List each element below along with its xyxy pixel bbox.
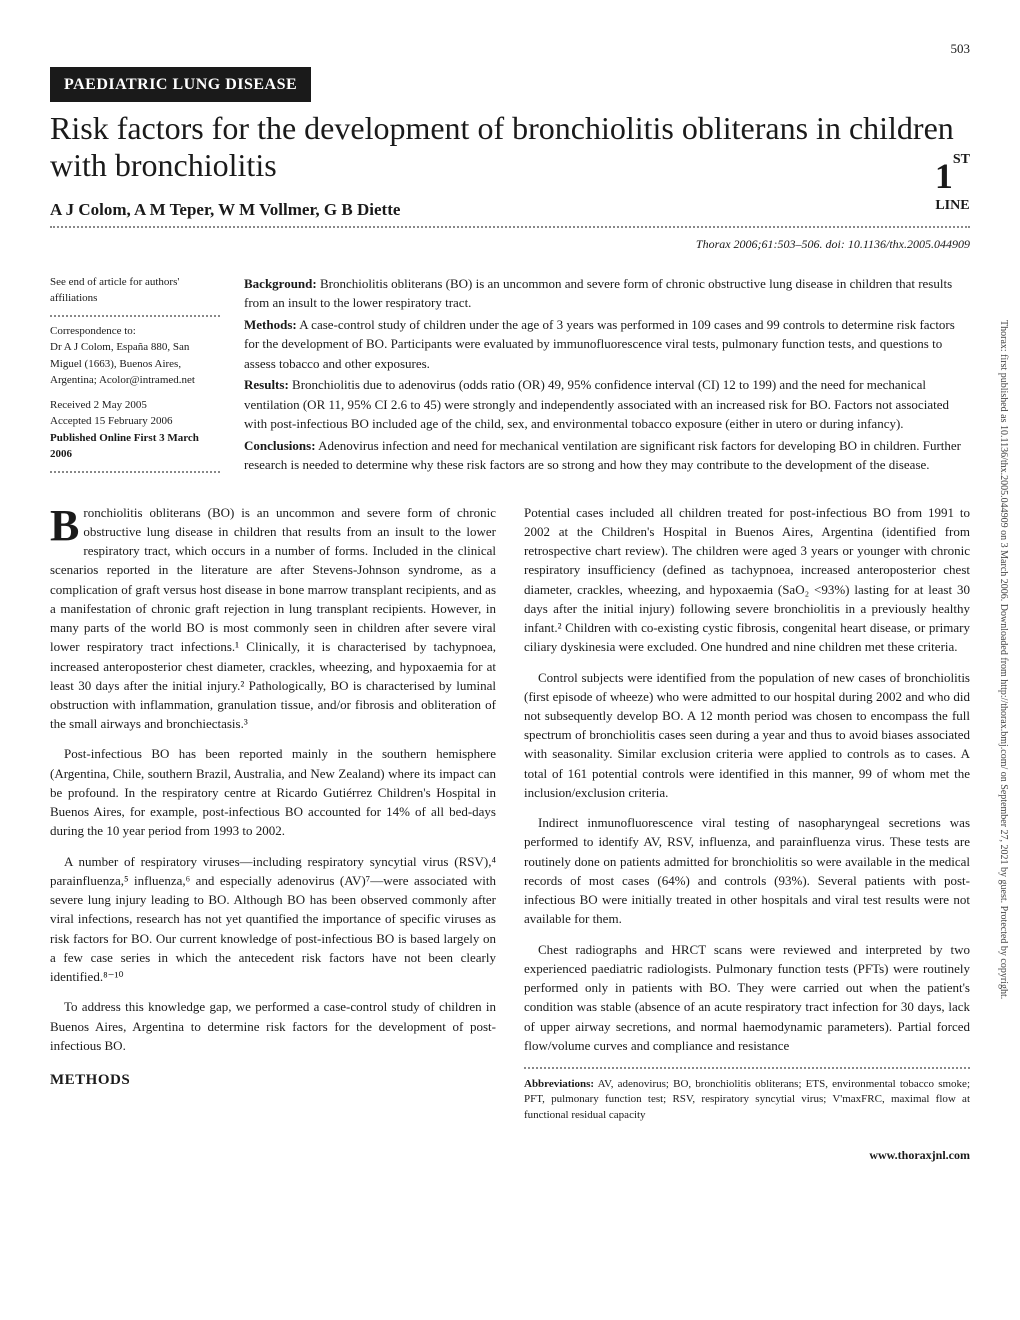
dates: Received 2 May 2005 Accepted 15 February… bbox=[50, 397, 220, 463]
meta-divider bbox=[50, 315, 220, 317]
dropcap: B bbox=[50, 503, 83, 544]
section-badge: PAEDIATRIC LUNG DISEASE bbox=[50, 67, 311, 102]
paragraph-6: Control subjects were identified from th… bbox=[524, 668, 970, 803]
conclusions-label: Conclusions: bbox=[244, 438, 316, 453]
body-text: Bronchiolitis obliterans (BO) is an unco… bbox=[50, 503, 970, 1124]
abbreviations-label: Abbreviations: bbox=[524, 1078, 594, 1090]
paragraph-1: Bronchiolitis obliterans (BO) is an unco… bbox=[50, 503, 496, 734]
results-label: Results: bbox=[244, 377, 289, 392]
first-line-badge: 1ST LINE bbox=[935, 150, 970, 216]
abstract-methods: Methods: A case-control study of childre… bbox=[244, 315, 970, 374]
abstract-background: Background: Bronchiolitis obliterans (BO… bbox=[244, 274, 970, 313]
background-text: Bronchiolitis obliterans (BO) is an unco… bbox=[244, 276, 952, 311]
affiliations-note: See end of article for authors' affiliat… bbox=[50, 274, 220, 307]
methods-heading: METHODS bbox=[50, 1069, 496, 1091]
methods-label: Methods: bbox=[244, 317, 297, 332]
abstract-results: Results: Bronchiolitis due to adenovirus… bbox=[244, 375, 970, 434]
authors-line: A J Colom, A M Teper, W M Vollmer, G B D… bbox=[50, 198, 970, 223]
paragraph-5: Potential cases included all children tr… bbox=[524, 503, 970, 657]
side-copyright: Thorax: first published as 10.1136/thx.2… bbox=[996, 60, 1011, 1260]
p1-text: ronchiolitis obliterans (BO) is an uncom… bbox=[50, 505, 496, 732]
abbreviations-box: Abbreviations: AV, adenovirus; BO, bronc… bbox=[524, 1067, 970, 1123]
methods-text: A case-control study of children under t… bbox=[244, 317, 955, 371]
correspondence: Correspondence to: Dr A J Colom, España 8… bbox=[50, 323, 220, 389]
meta-abstract-row: See end of article for authors' affiliat… bbox=[50, 274, 970, 479]
meta-column: See end of article for authors' affiliat… bbox=[50, 274, 220, 479]
abstract-conclusions: Conclusions: Adenovirus infection and ne… bbox=[244, 436, 970, 475]
results-text: Bronchiolitis due to adenovirus (odds ra… bbox=[244, 377, 949, 431]
meta-divider-2 bbox=[50, 471, 220, 473]
badge-line: LINE bbox=[935, 196, 970, 216]
received-date: Received 2 May 2005 bbox=[50, 399, 147, 411]
abstract-column: Background: Bronchiolitis obliterans (BO… bbox=[244, 274, 970, 479]
badge-st: ST bbox=[953, 152, 970, 167]
paragraph-8: Chest radiographs and HRCT scans were re… bbox=[524, 940, 970, 1055]
paragraph-7: Indirect inmunofluorescence viral testin… bbox=[524, 813, 970, 928]
background-label: Background: bbox=[244, 276, 317, 291]
footer-url: www.thoraxjnl.com bbox=[50, 1147, 970, 1164]
correspondence-body: Dr A J Colom, España 880, San Miguel (16… bbox=[50, 341, 195, 386]
paragraph-2: Post-infectious BO has been reported mai… bbox=[50, 744, 496, 840]
citation: Thorax 2006;61:503–506. doi: 10.1136/thx… bbox=[50, 236, 970, 253]
conclusions-text: Adenovirus infection and need for mechan… bbox=[244, 438, 961, 473]
badge-one: 1 bbox=[935, 150, 953, 202]
published-date: Published Online First 3 March 2006 bbox=[50, 432, 199, 461]
paragraph-3: A number of respiratory viruses—includin… bbox=[50, 852, 496, 987]
page-number: 503 bbox=[50, 40, 970, 59]
divider bbox=[50, 226, 970, 228]
correspondence-label: Correspondence to: bbox=[50, 325, 136, 337]
paragraph-4: To address this knowledge gap, we perfor… bbox=[50, 997, 496, 1055]
accepted-date: Accepted 15 February 2006 bbox=[50, 415, 173, 427]
article-title: Risk factors for the development of bron… bbox=[50, 110, 970, 184]
